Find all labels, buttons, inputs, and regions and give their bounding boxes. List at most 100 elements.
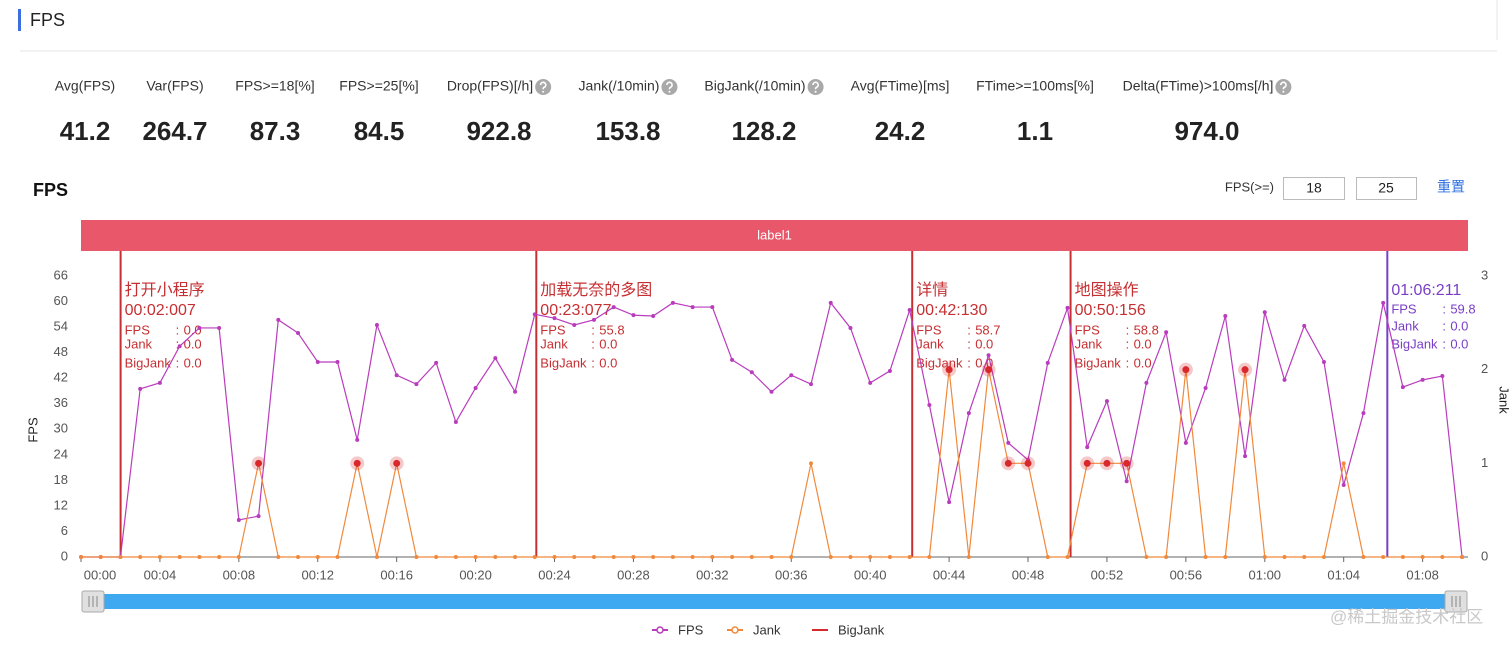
series-point <box>296 555 301 559</box>
series-point <box>1262 555 1267 559</box>
header-accent <box>18 9 21 31</box>
bigjank-point <box>1083 459 1091 467</box>
marker-value: 58.7 <box>975 322 1000 337</box>
series-point <box>1085 445 1090 450</box>
series-point <box>355 437 360 442</box>
stat-value: 974.0 <box>1174 116 1239 146</box>
x-tick-label: 00:52 <box>1091 567 1124 582</box>
series-point <box>749 555 754 559</box>
y-tick-label: 30 <box>54 421 68 436</box>
series-point <box>217 555 222 559</box>
series-point <box>217 325 222 330</box>
stat-label: Jank(/10min) <box>579 78 660 94</box>
x-tick-label: 00:28 <box>617 567 650 582</box>
x-tick-label: 00:12 <box>301 567 334 582</box>
marker-colon: : <box>1126 355 1130 370</box>
x-tick-label: 00:04 <box>144 567 177 582</box>
marker-colon: : <box>967 336 971 351</box>
series-point <box>1183 440 1188 445</box>
marker-field: FPS <box>540 322 566 337</box>
marker-value: 55.8 <box>599 322 624 337</box>
series-point <box>986 353 991 358</box>
y2-tick-label: 2 <box>1481 361 1488 376</box>
y-tick-label: 6 <box>61 523 68 538</box>
marker-colon: : <box>176 336 180 351</box>
threshold-input[interactable] <box>1356 177 1417 200</box>
series-point <box>453 420 458 425</box>
y2-tick-label: 3 <box>1481 267 1488 282</box>
series-point <box>1045 555 1050 559</box>
help-glyph-dot <box>1282 90 1285 93</box>
series-point <box>1302 555 1307 559</box>
y-tick-label: 24 <box>54 446 68 461</box>
marker-value: 59.8 <box>1450 301 1475 316</box>
series-point <box>789 555 794 559</box>
marker-time: 01:06:211 <box>1391 282 1461 299</box>
series-point <box>809 382 813 387</box>
y2-axis-label: Jank <box>1497 386 1512 414</box>
marker-field: Jank <box>1075 336 1103 351</box>
marker-field: FPS <box>916 322 942 337</box>
x-tick-label: 00:56 <box>1170 567 1203 582</box>
reset-link[interactable]: 重置 <box>1437 179 1465 195</box>
bigjank-point <box>1024 459 1032 467</box>
series-point <box>236 555 241 559</box>
stat-label: Var(FPS) <box>146 78 203 94</box>
series-point <box>177 555 182 559</box>
stat-value: 87.3 <box>250 116 301 146</box>
series-point <box>434 360 439 365</box>
series-point <box>1065 555 1070 559</box>
series-point <box>552 316 557 321</box>
series-point <box>1006 440 1011 445</box>
zoom-slider[interactable] <box>81 590 1468 613</box>
bigjank-point <box>353 459 361 467</box>
series-point <box>1440 555 1445 559</box>
series-point <box>552 555 557 559</box>
stat-value: 128.2 <box>731 116 796 146</box>
help-glyph <box>539 81 547 90</box>
series-point <box>315 360 320 365</box>
series-point <box>473 555 478 559</box>
marker-value: 0.0 <box>1450 336 1468 351</box>
series-point <box>730 357 735 362</box>
series-point <box>1104 399 1109 404</box>
marker-colon: : <box>967 355 971 370</box>
help-glyph-dot <box>814 90 817 93</box>
series-point <box>236 517 241 522</box>
series-point <box>434 555 439 559</box>
series-point <box>927 403 932 408</box>
marker-value: 0.0 <box>599 355 617 370</box>
series-point <box>138 555 143 559</box>
marker-title: 打开小程序 <box>125 281 205 299</box>
watermark: @稀土掘金技术社区 <box>1330 607 1483 626</box>
slider-track <box>100 594 1450 609</box>
marker-colon: : <box>591 355 595 370</box>
bigjank-point <box>1004 459 1012 467</box>
threshold-input[interactable] <box>1283 177 1345 200</box>
slider-grip <box>1451 596 1461 607</box>
stat-label: FTime>=100ms[%] <box>976 78 1094 94</box>
series-point <box>1420 555 1425 559</box>
marker-value: 0.0 <box>975 336 993 351</box>
series-point <box>769 555 774 559</box>
marker-time: 00:50:156 <box>1075 302 1146 319</box>
marker-value: 0.0 <box>1134 355 1152 370</box>
threshold-value: 25 <box>1378 180 1394 196</box>
marker-field: FPS <box>1075 322 1101 337</box>
x-tick-label: 00:20 <box>459 567 492 582</box>
series-point <box>1144 555 1149 559</box>
bigjank-point <box>1182 366 1190 374</box>
y-tick-label: 48 <box>54 344 68 359</box>
marker-value: 0.0 <box>184 355 202 370</box>
series-point <box>1223 314 1228 319</box>
series-point <box>1144 380 1149 385</box>
x-tick-label: 01:04 <box>1327 567 1360 582</box>
series-point <box>1243 454 1248 459</box>
series-point <box>887 555 892 559</box>
stat-label: Avg(FPS) <box>55 78 115 94</box>
stat-label: FPS>=25[%] <box>339 78 418 94</box>
x-tick-label: 00:44 <box>933 567 966 582</box>
series-point <box>749 370 754 375</box>
